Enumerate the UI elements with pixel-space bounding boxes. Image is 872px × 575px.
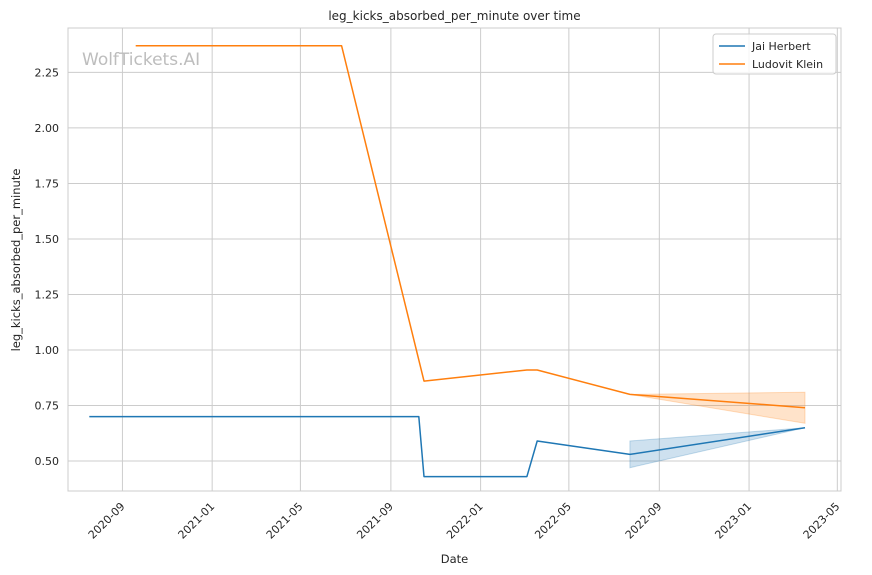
y-tick-label: 1.75 <box>35 177 60 190</box>
plot-frame <box>67 27 842 492</box>
confidence-bands <box>629 391 806 469</box>
y-tick-label: 2.25 <box>35 66 60 79</box>
y-tick-label: 0.50 <box>35 455 60 468</box>
x-axis-title: Date <box>441 552 469 566</box>
y-tick-label: 1.50 <box>35 233 60 246</box>
series-lines <box>89 45 806 478</box>
legend-label-ludovit-klein: Ludovit Klein <box>752 58 823 71</box>
watermark: WolfTickets.AI <box>82 50 200 70</box>
legend-label-jai-herbert: Jai Herbert <box>751 40 811 53</box>
y-tick-label: 2.00 <box>35 122 60 135</box>
y-tick-label: 0.75 <box>35 400 60 413</box>
series-line-ludovit-klein <box>135 45 806 409</box>
confidence-band-ludovit-klein <box>629 391 806 424</box>
grid <box>68 28 841 491</box>
y-tick-label: 1.00 <box>35 344 60 357</box>
y-axis-title: leg_kicks_absorbed_per_minute <box>9 169 23 352</box>
chart-title: leg_kicks_absorbed_per_minute over time <box>328 9 580 23</box>
series-line-jai-herbert <box>89 415 806 478</box>
y-tick-label: 1.25 <box>35 288 60 301</box>
y-tick-labels: 0.50 0.75 1.00 1.25 1.50 1.75 2.00 2.25 <box>35 66 60 468</box>
legend: Jai Herbert Ludovit Klein <box>712 33 837 75</box>
